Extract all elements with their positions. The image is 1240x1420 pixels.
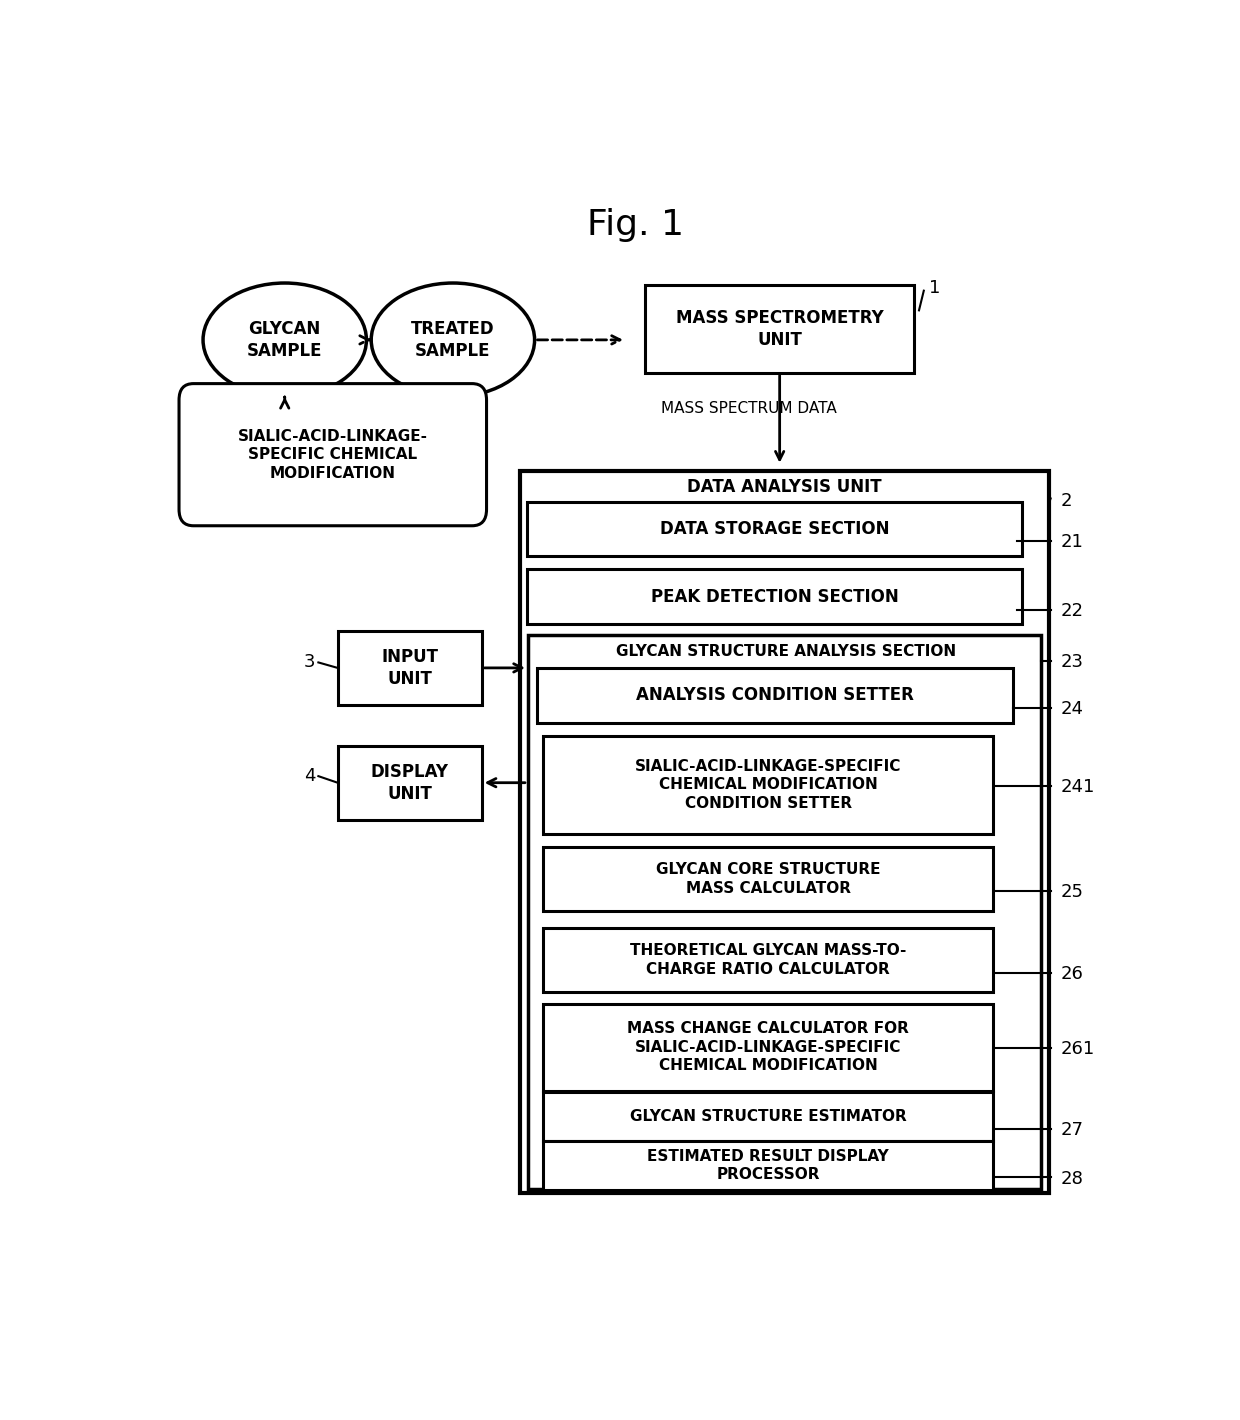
Text: 1: 1 — [929, 280, 940, 297]
Text: THEORETICAL GLYCAN MASS-TO-
CHARGE RATIO CALCULATOR: THEORETICAL GLYCAN MASS-TO- CHARGE RATIO… — [630, 943, 906, 977]
Text: 26: 26 — [1060, 966, 1083, 983]
Text: 21: 21 — [1060, 532, 1083, 551]
FancyBboxPatch shape — [527, 569, 1022, 625]
Text: Fig. 1: Fig. 1 — [587, 209, 684, 241]
Text: 4: 4 — [304, 767, 315, 785]
FancyBboxPatch shape — [543, 848, 993, 910]
FancyBboxPatch shape — [528, 635, 1042, 1190]
Text: 2: 2 — [1060, 491, 1071, 510]
Text: INPUT
UNIT: INPUT UNIT — [381, 648, 438, 689]
Text: 23: 23 — [1060, 653, 1084, 672]
Text: 27: 27 — [1060, 1122, 1084, 1139]
Ellipse shape — [371, 283, 534, 396]
FancyBboxPatch shape — [337, 630, 481, 706]
Text: MASS SPECTROMETRY
UNIT: MASS SPECTROMETRY UNIT — [676, 308, 884, 349]
Text: 22: 22 — [1060, 602, 1084, 621]
FancyBboxPatch shape — [543, 1092, 993, 1140]
Text: 261: 261 — [1060, 1041, 1095, 1058]
Text: 28: 28 — [1060, 1170, 1083, 1187]
Text: GLYCAN
SAMPLE: GLYCAN SAMPLE — [247, 320, 322, 361]
Text: GLYCAN STRUCTURE ANALYSIS SECTION: GLYCAN STRUCTURE ANALYSIS SECTION — [616, 645, 956, 659]
Ellipse shape — [203, 283, 367, 396]
FancyBboxPatch shape — [543, 929, 993, 991]
Text: MASS SPECTRUM DATA: MASS SPECTRUM DATA — [661, 402, 837, 416]
FancyBboxPatch shape — [521, 471, 1049, 1193]
Text: ESTIMATED RESULT DISPLAY
PROCESSOR: ESTIMATED RESULT DISPLAY PROCESSOR — [647, 1149, 889, 1183]
Text: 3: 3 — [304, 653, 315, 672]
FancyBboxPatch shape — [179, 383, 486, 525]
Text: GLYCAN STRUCTURE ESTIMATOR: GLYCAN STRUCTURE ESTIMATOR — [630, 1109, 906, 1123]
Text: GLYCAN CORE STRUCTURE
MASS CALCULATOR: GLYCAN CORE STRUCTURE MASS CALCULATOR — [656, 862, 880, 896]
Text: MASS CHANGE CALCULATOR FOR
SIALIC-ACID-LINKAGE-SPECIFIC
CHEMICAL MODIFICATION: MASS CHANGE CALCULATOR FOR SIALIC-ACID-L… — [627, 1021, 909, 1074]
FancyBboxPatch shape — [645, 285, 914, 372]
FancyBboxPatch shape — [543, 1004, 993, 1091]
FancyBboxPatch shape — [337, 746, 481, 819]
FancyBboxPatch shape — [537, 667, 1013, 723]
Text: PEAK DETECTION SECTION: PEAK DETECTION SECTION — [651, 588, 899, 606]
Text: 24: 24 — [1060, 700, 1084, 719]
Text: 241: 241 — [1060, 778, 1095, 797]
Text: ANALYSIS CONDITION SETTER: ANALYSIS CONDITION SETTER — [636, 686, 914, 704]
Text: DATA STORAGE SECTION: DATA STORAGE SECTION — [660, 520, 889, 538]
Text: TREATED
SAMPLE: TREATED SAMPLE — [412, 320, 495, 361]
Text: SIALIC-ACID-LINKAGE-
SPECIFIC CHEMICAL
MODIFICATION: SIALIC-ACID-LINKAGE- SPECIFIC CHEMICAL M… — [238, 429, 428, 481]
FancyBboxPatch shape — [543, 736, 993, 834]
Text: DATA ANALYSIS UNIT: DATA ANALYSIS UNIT — [687, 479, 882, 497]
Text: 25: 25 — [1060, 883, 1084, 902]
Text: DISPLAY
UNIT: DISPLAY UNIT — [371, 763, 449, 802]
FancyBboxPatch shape — [527, 501, 1022, 557]
FancyBboxPatch shape — [543, 1140, 993, 1190]
Text: SIALIC-ACID-LINKAGE-SPECIFIC
CHEMICAL MODIFICATION
CONDITION SETTER: SIALIC-ACID-LINKAGE-SPECIFIC CHEMICAL MO… — [635, 758, 901, 811]
